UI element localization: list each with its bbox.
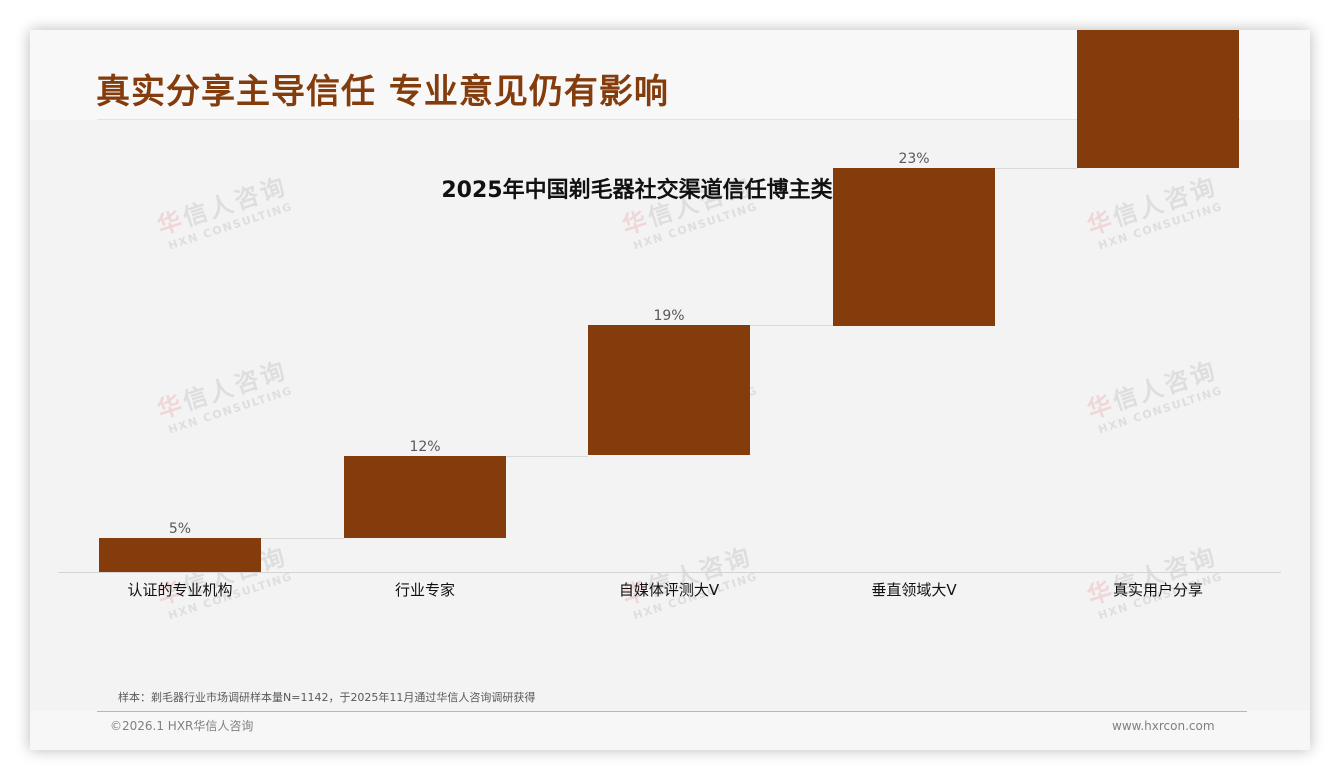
bar-value-label: 12% xyxy=(409,439,441,455)
bar-5 xyxy=(1077,30,1239,168)
footer-band xyxy=(30,711,1310,750)
waterfall-connector xyxy=(995,168,1077,169)
sample-footnote: 样本：剃毛器行业市场调研样本量N=1142，于2025年11月通过华信人咨询调研… xyxy=(118,691,536,704)
website-link[interactable]: www.hxrcon.com xyxy=(1112,719,1215,733)
chart-title: 2025年中国剃毛器社交渠道信任博主类型分布 xyxy=(441,178,899,203)
bar-value-label: 23% xyxy=(898,151,930,167)
bar-value-label: 19% xyxy=(653,308,685,324)
copyright-text: ©2026.1 HXR华信人咨询 xyxy=(110,719,254,733)
bar-1 xyxy=(99,538,261,572)
category-label: 真实用户分享 xyxy=(1112,581,1203,599)
footer-divider xyxy=(97,711,1247,712)
bar-3 xyxy=(588,325,750,455)
bar-value-label: 5% xyxy=(168,521,192,537)
x-axis-baseline xyxy=(58,572,1281,573)
category-label: 垂直领域大V xyxy=(871,581,957,599)
waterfall-connector xyxy=(261,538,344,539)
category-label: 认证的专业机构 xyxy=(127,581,233,599)
title-divider xyxy=(97,119,1240,120)
category-label: 行业专家 xyxy=(394,581,455,599)
chart-plot-area: 5%认证的专业机构12%行业专家19%自媒体评测大V23%垂直领域大V41%真实… xyxy=(30,30,1310,750)
slide-card: 真实分享主导信任 专业意见仍有影响 华信人咨询 HXN CONSULTING 华… xyxy=(30,30,1310,750)
category-label: 自媒体评测大V xyxy=(618,581,720,599)
waterfall-connector xyxy=(506,456,588,457)
bar-2 xyxy=(344,456,506,538)
page-title: 真实分享主导信任 专业意见仍有影响 xyxy=(96,72,669,112)
waterfall-connector xyxy=(750,325,833,326)
bar-4 xyxy=(833,168,995,326)
